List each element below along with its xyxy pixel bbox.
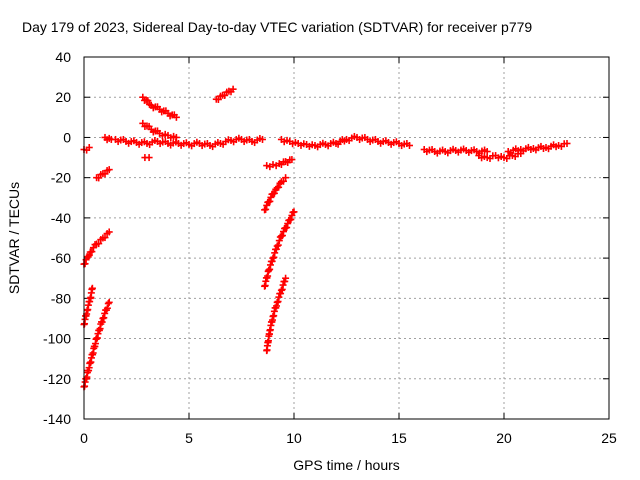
y-tick-label: -140 <box>43 411 71 427</box>
x-tick-label: 0 <box>80 430 88 446</box>
data-point <box>275 183 283 191</box>
series-arc-5 <box>93 166 113 182</box>
data-point <box>172 113 180 121</box>
data-point <box>275 237 283 245</box>
y-tick-label: -60 <box>51 250 71 266</box>
data-point <box>268 257 276 265</box>
data-point <box>283 224 291 232</box>
data-point <box>278 232 286 240</box>
data-point <box>274 298 282 306</box>
x-tick-label: 15 <box>391 430 407 446</box>
series-arc-16 <box>277 132 413 151</box>
data-point <box>144 97 152 105</box>
data-point <box>269 254 277 262</box>
y-axis-label: SDTVAR / TECUs <box>6 182 22 294</box>
series-arc-17 <box>420 145 491 157</box>
series-arc-13 <box>261 174 290 214</box>
series-arc-8 <box>139 93 180 121</box>
data-point <box>100 314 108 322</box>
data-point <box>105 228 113 236</box>
series-arc-12 <box>263 156 296 171</box>
data-point <box>483 148 491 156</box>
data-point <box>105 166 113 174</box>
data-point <box>101 234 109 242</box>
data-point <box>104 300 112 308</box>
y-tick-label: -40 <box>51 210 71 226</box>
x-tick-label: 5 <box>185 430 193 446</box>
data-point <box>288 156 296 164</box>
data-point <box>84 253 92 261</box>
y-tick-label: -80 <box>51 290 71 306</box>
y-tick-label: 0 <box>63 129 71 145</box>
data-point <box>88 248 96 256</box>
y-tick-label: -120 <box>43 371 71 387</box>
data-point <box>277 286 285 294</box>
data-point <box>271 249 279 257</box>
data-point <box>88 284 96 292</box>
data-point <box>265 266 273 274</box>
data-point <box>172 133 180 141</box>
series-arc-19 <box>504 139 571 157</box>
data-point <box>259 135 266 143</box>
series-arc-11 <box>212 85 237 103</box>
x-tick-label: 10 <box>286 430 302 446</box>
data-point <box>145 154 153 162</box>
ticks: 0 5 10 15 20 25 40 20 0 -20 -40 -60 -80 -100 -120 -140 <box>43 49 617 446</box>
data-point <box>280 177 287 185</box>
series-arc-9 <box>139 119 180 142</box>
series-arc-1 <box>80 144 93 154</box>
y-tick-label: 20 <box>55 89 71 105</box>
data-point <box>266 197 274 205</box>
x-axis-label: GPS time / hours <box>293 457 400 473</box>
data-point <box>272 245 280 253</box>
data-point <box>563 139 571 147</box>
data-point <box>282 174 290 182</box>
data-point <box>282 274 290 282</box>
data-points <box>80 85 571 391</box>
data-point <box>270 253 278 261</box>
data-point <box>270 189 278 197</box>
series-arc-3 <box>80 284 96 328</box>
data-point <box>277 289 285 297</box>
data-point <box>262 205 270 213</box>
data-point <box>266 265 274 273</box>
data-point <box>406 141 413 149</box>
series-arc-4 <box>80 298 113 391</box>
series-arc-15 <box>263 274 290 355</box>
series-arc-10 <box>141 154 153 162</box>
data-point <box>273 242 281 250</box>
data-point <box>103 304 111 312</box>
series-arc-6 <box>101 133 115 144</box>
data-point <box>229 85 237 93</box>
data-point <box>287 215 295 223</box>
x-tick-label: 20 <box>496 430 512 446</box>
data-point <box>275 293 283 301</box>
data-point <box>105 298 113 306</box>
series-arc-2 <box>80 228 113 268</box>
data-point <box>269 161 277 169</box>
data-point <box>95 240 103 248</box>
y-tick-label: -20 <box>51 170 71 186</box>
grid <box>84 57 609 419</box>
data-point <box>85 251 93 259</box>
plot-frame <box>83 56 610 420</box>
y-tick-label: -100 <box>43 331 71 347</box>
chart-title: Day 179 of 2023, Sidereal Day-to-day VTE… <box>22 19 532 35</box>
x-tick-label: 25 <box>601 430 617 446</box>
data-point <box>85 144 93 151</box>
data-point <box>278 285 286 293</box>
series-arc-7 <box>112 134 266 151</box>
data-point <box>273 298 281 306</box>
y-tick-label: 40 <box>55 49 71 65</box>
data-point <box>263 162 271 170</box>
data-point <box>81 260 89 268</box>
data-point <box>266 261 274 269</box>
series-arc-14 <box>261 208 298 290</box>
data-point <box>281 277 289 285</box>
data-point <box>274 241 282 249</box>
data-point <box>279 281 287 289</box>
data-point <box>290 208 298 216</box>
